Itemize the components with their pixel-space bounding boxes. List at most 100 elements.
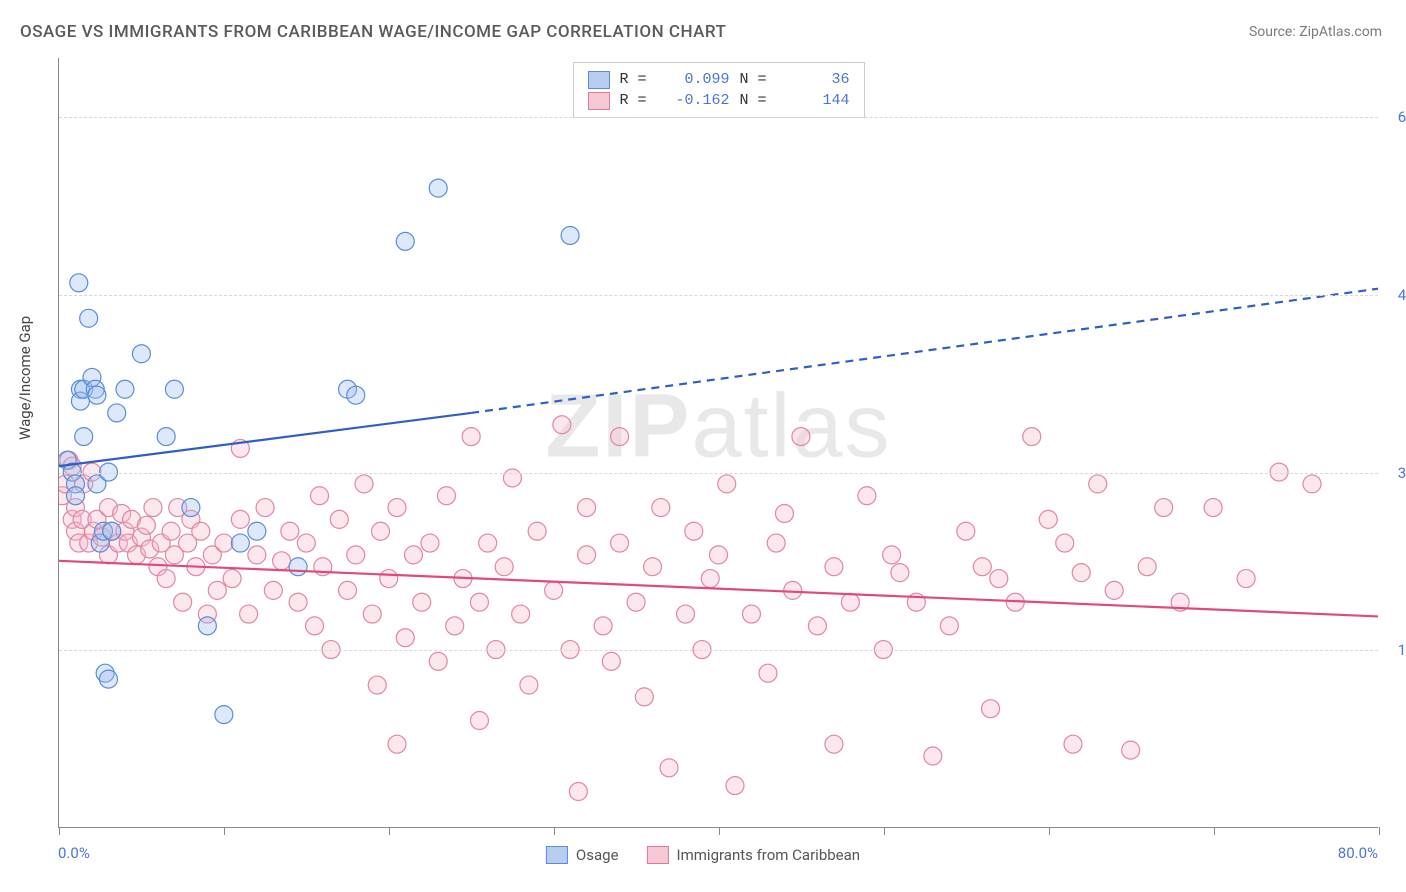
pink-point bbox=[311, 487, 329, 505]
pink-point bbox=[1105, 581, 1123, 599]
pink-point bbox=[520, 676, 538, 694]
x-tick bbox=[1379, 827, 1380, 835]
blue-point bbox=[347, 386, 365, 404]
blue-point bbox=[182, 499, 200, 517]
blue-point bbox=[80, 309, 98, 327]
legend-label-caribbean: Immigrants from Caribbean bbox=[677, 846, 861, 864]
pink-point bbox=[388, 499, 406, 517]
pink-point bbox=[413, 593, 431, 611]
pink-point bbox=[404, 546, 422, 564]
pink-point bbox=[479, 534, 497, 552]
gridline-h bbox=[59, 473, 1378, 474]
blue-point bbox=[108, 404, 126, 422]
x-tick bbox=[554, 827, 555, 835]
pink-point bbox=[1237, 570, 1255, 588]
pink-point bbox=[611, 428, 629, 446]
plot-area: ZIPatlas R = 0.099 N = 36 R = -0.162 N =… bbox=[58, 58, 1378, 828]
pink-point bbox=[339, 581, 357, 599]
pink-point bbox=[594, 617, 612, 635]
pink-point bbox=[162, 522, 180, 540]
pink-point bbox=[578, 499, 596, 517]
blue-point bbox=[198, 617, 216, 635]
pink-point bbox=[512, 605, 530, 623]
x-max-label: 80.0% bbox=[1338, 844, 1378, 862]
pink-point bbox=[841, 593, 859, 611]
pink-point bbox=[825, 558, 843, 576]
pink-point bbox=[652, 499, 670, 517]
pink-point bbox=[264, 581, 282, 599]
x-tick bbox=[884, 827, 885, 835]
pink-point bbox=[281, 522, 299, 540]
pink-point bbox=[215, 534, 233, 552]
x-tick bbox=[224, 827, 225, 835]
legend-bottom: Osage Immigrants from Caribbean bbox=[546, 846, 860, 864]
pink-point bbox=[388, 735, 406, 753]
pink-point bbox=[1072, 564, 1090, 582]
blue-point bbox=[248, 522, 266, 540]
pink-point bbox=[1204, 499, 1222, 517]
pink-point bbox=[240, 605, 258, 623]
pink-point bbox=[990, 570, 1008, 588]
blue-point bbox=[157, 428, 175, 446]
y-tick-label: 30.0% bbox=[1398, 464, 1406, 482]
pink-point bbox=[355, 475, 373, 493]
gridline-h bbox=[59, 650, 1378, 651]
blue-point bbox=[289, 558, 307, 576]
pink-point bbox=[677, 605, 695, 623]
pink-point bbox=[470, 712, 488, 730]
blue-point bbox=[88, 386, 106, 404]
pink-point bbox=[726, 777, 744, 795]
plot-svg bbox=[59, 58, 1378, 827]
blue-point bbox=[75, 428, 93, 446]
pink-point bbox=[330, 510, 348, 528]
pink-point bbox=[578, 546, 596, 564]
pink-point bbox=[957, 522, 975, 540]
pink-point bbox=[1138, 558, 1156, 576]
blue-point bbox=[429, 179, 447, 197]
pink-point bbox=[759, 664, 777, 682]
pink-point bbox=[982, 700, 1000, 718]
pink-point bbox=[685, 522, 703, 540]
blue-point bbox=[103, 522, 121, 540]
pink-point bbox=[446, 617, 464, 635]
pink-point bbox=[192, 522, 210, 540]
blue-point bbox=[165, 380, 183, 398]
pink-point bbox=[289, 593, 307, 611]
pink-point bbox=[660, 759, 678, 777]
pink-point bbox=[569, 783, 587, 801]
x-tick bbox=[59, 827, 60, 835]
pink-point bbox=[306, 617, 324, 635]
blue-point bbox=[132, 345, 150, 363]
pink-point bbox=[380, 570, 398, 588]
y-tick-label: 60.0% bbox=[1398, 108, 1406, 126]
pink-point bbox=[602, 652, 620, 670]
pink-point bbox=[775, 504, 793, 522]
pink-point bbox=[883, 546, 901, 564]
swatch-osage-icon bbox=[546, 846, 568, 864]
x-origin-label: 0.0% bbox=[58, 844, 90, 862]
pink-point bbox=[1089, 475, 1107, 493]
pink-point bbox=[1122, 741, 1140, 759]
y-axis-label: Wage/Income Gap bbox=[16, 316, 34, 440]
pink-point bbox=[470, 593, 488, 611]
pink-point bbox=[644, 558, 662, 576]
pink-point bbox=[462, 428, 480, 446]
blue-point bbox=[99, 670, 117, 688]
pink-point bbox=[231, 510, 249, 528]
pink-point bbox=[421, 534, 439, 552]
pink-point bbox=[742, 605, 760, 623]
pink-point bbox=[495, 558, 513, 576]
pink-point bbox=[891, 564, 909, 582]
pink-point bbox=[792, 428, 810, 446]
pink-point bbox=[924, 747, 942, 765]
pink-point bbox=[137, 516, 155, 534]
pink-point bbox=[223, 570, 241, 588]
pink-point bbox=[363, 605, 381, 623]
pink-point bbox=[1023, 428, 1041, 446]
x-tick bbox=[719, 827, 720, 835]
pink-point bbox=[528, 522, 546, 540]
y-tick-label: 15.0% bbox=[1398, 641, 1406, 659]
swatch-caribbean-icon bbox=[647, 846, 669, 864]
pink-point bbox=[208, 581, 226, 599]
legend-label-osage: Osage bbox=[576, 846, 619, 864]
